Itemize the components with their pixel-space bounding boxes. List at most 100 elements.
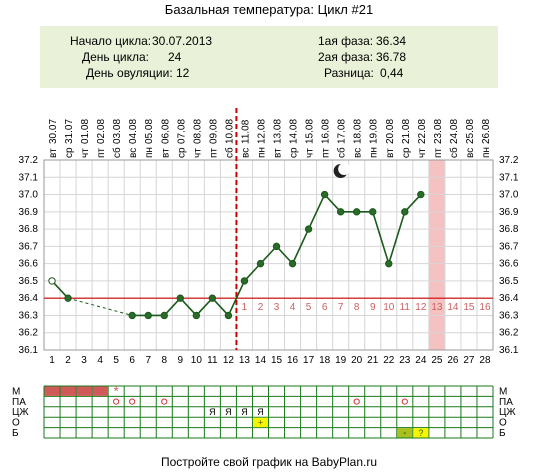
y-tick-label-right: 36.3 bbox=[499, 310, 519, 321]
date-label: 13.08 bbox=[273, 119, 284, 144]
pa-circle bbox=[113, 398, 120, 405]
pa-circle bbox=[129, 398, 136, 405]
date-label: 11.08 bbox=[240, 119, 251, 144]
weekday-label: сб bbox=[223, 147, 235, 158]
day-number-label: 11 bbox=[207, 355, 218, 366]
luteal-day-label: 8 bbox=[354, 302, 360, 313]
day-number-label: 27 bbox=[463, 355, 475, 366]
date-label: 15.08 bbox=[305, 119, 316, 144]
phase1-label: 1ая фаза: bbox=[318, 34, 374, 48]
y-tick-label-left: 36.5 bbox=[19, 276, 39, 287]
table-row-label-right: ПА bbox=[499, 397, 513, 408]
y-tick-label-right: 37.1 bbox=[499, 172, 519, 183]
series-line-segment bbox=[195, 297, 213, 316]
footer-text[interactable]: Постройте свой график на BabyPlan.ru bbox=[160, 455, 378, 469]
series-line-segment bbox=[211, 297, 229, 316]
y-tick-label-left: 36.3 bbox=[19, 310, 39, 321]
luteal-day-label: 6 bbox=[322, 302, 328, 313]
y-tick-label-right: 36.2 bbox=[499, 328, 519, 339]
date-label: 02.08 bbox=[96, 119, 107, 144]
y-tick-label-right: 36.7 bbox=[499, 241, 519, 252]
luteal-day-label: 2 bbox=[258, 302, 264, 313]
day-number-label: 3 bbox=[81, 355, 87, 366]
y-tick-label-left: 37.1 bbox=[19, 172, 39, 183]
cycle-day-value: 24 bbox=[168, 50, 182, 64]
date-label: 26.08 bbox=[481, 119, 492, 144]
ovulation-day-value: 12 bbox=[176, 66, 190, 80]
weekday-label: вт bbox=[160, 148, 171, 158]
date-label: 24.08 bbox=[449, 119, 460, 144]
weekday-label: сб bbox=[111, 147, 123, 158]
phase1-value: 36.34 bbox=[376, 34, 407, 48]
date-label: 17.08 bbox=[337, 119, 348, 144]
day-number-label: 8 bbox=[161, 355, 167, 366]
table-row-label-left: О bbox=[12, 418, 20, 429]
y-tick-label-left: 37.2 bbox=[19, 155, 39, 166]
day-number-label: 26 bbox=[447, 355, 459, 366]
weekday-label: чт bbox=[305, 148, 316, 158]
y-tick-label-right: 36.5 bbox=[499, 276, 519, 287]
weekday-label: чт bbox=[417, 148, 428, 158]
weekday-label: вт bbox=[385, 148, 396, 158]
difference-value: 0,44 bbox=[380, 66, 404, 80]
data-point bbox=[369, 208, 377, 216]
luteal-day-label: 14 bbox=[447, 302, 459, 313]
y-tick-label-left: 36.6 bbox=[19, 259, 39, 270]
data-point bbox=[352, 208, 361, 216]
table-row-label-right: М bbox=[499, 386, 507, 397]
series-line-segment bbox=[307, 194, 326, 230]
luteal-day-label: 1 bbox=[242, 302, 248, 313]
table-row-label-left: Б bbox=[12, 428, 19, 439]
table-row-label-right: ЦЖ bbox=[499, 407, 516, 418]
pa-circle bbox=[161, 398, 168, 405]
data-point bbox=[288, 259, 297, 268]
day-number-label: 6 bbox=[129, 355, 135, 366]
pa-circle bbox=[353, 398, 360, 405]
luteal-day-label: 10 bbox=[383, 302, 395, 313]
data-point bbox=[192, 311, 201, 320]
data-point bbox=[208, 294, 217, 302]
luteal-day-label: 12 bbox=[415, 302, 427, 313]
cm-symbol: Я bbox=[209, 407, 216, 417]
ovulation-day-label: День овуляции: bbox=[86, 66, 173, 80]
day-number-label: 10 bbox=[191, 355, 203, 366]
day-number-label: 1 bbox=[49, 355, 55, 366]
highlight-band bbox=[428, 160, 445, 350]
data-point bbox=[224, 311, 233, 320]
date-label: 05.08 bbox=[144, 119, 155, 144]
weekday-label: ср bbox=[64, 147, 75, 158]
weekday-label: ср bbox=[401, 147, 412, 158]
cycle-start-label: Начало цикла: bbox=[70, 34, 152, 48]
weekday-label: вс bbox=[353, 148, 364, 158]
pregnancy-test-cell bbox=[413, 428, 429, 438]
data-point bbox=[304, 225, 313, 233]
cycle-info-panel: Начало цикла: 30.07.2013 День цикла: 24 … bbox=[40, 26, 498, 88]
series-line-segment bbox=[163, 297, 181, 316]
plot-frame bbox=[43, 159, 494, 351]
series-line-segment bbox=[371, 211, 390, 264]
date-label: 04.08 bbox=[128, 119, 139, 144]
luteal-day-label: 3 bbox=[274, 302, 280, 313]
day-number-label: 4 bbox=[97, 355, 103, 366]
date-label: 14.08 bbox=[289, 119, 300, 144]
table-row-label-left: М bbox=[12, 386, 20, 397]
date-label: 18.08 bbox=[353, 119, 364, 144]
data-point bbox=[160, 311, 168, 320]
y-tick-label-left: 36.7 bbox=[19, 241, 39, 252]
luteal-day-label: 13 bbox=[431, 302, 443, 313]
luteal-day-label: 16 bbox=[479, 302, 491, 313]
y-tick-label-right: 36.1 bbox=[499, 345, 519, 356]
series-line-segment bbox=[243, 263, 262, 282]
date-label: 12.08 bbox=[256, 119, 267, 144]
weekday-label: пт bbox=[433, 148, 444, 158]
day-number-label: 24 bbox=[415, 355, 427, 366]
data-point bbox=[417, 190, 425, 199]
series-line-segment bbox=[179, 297, 197, 316]
y-tick-label-right: 37.0 bbox=[499, 190, 519, 201]
table-row-label-right: Б bbox=[499, 428, 506, 439]
data-point bbox=[385, 259, 393, 268]
y-tick-label-right: 36.9 bbox=[499, 207, 519, 218]
menses-cell bbox=[92, 386, 108, 396]
day-number-label: 21 bbox=[367, 355, 379, 366]
